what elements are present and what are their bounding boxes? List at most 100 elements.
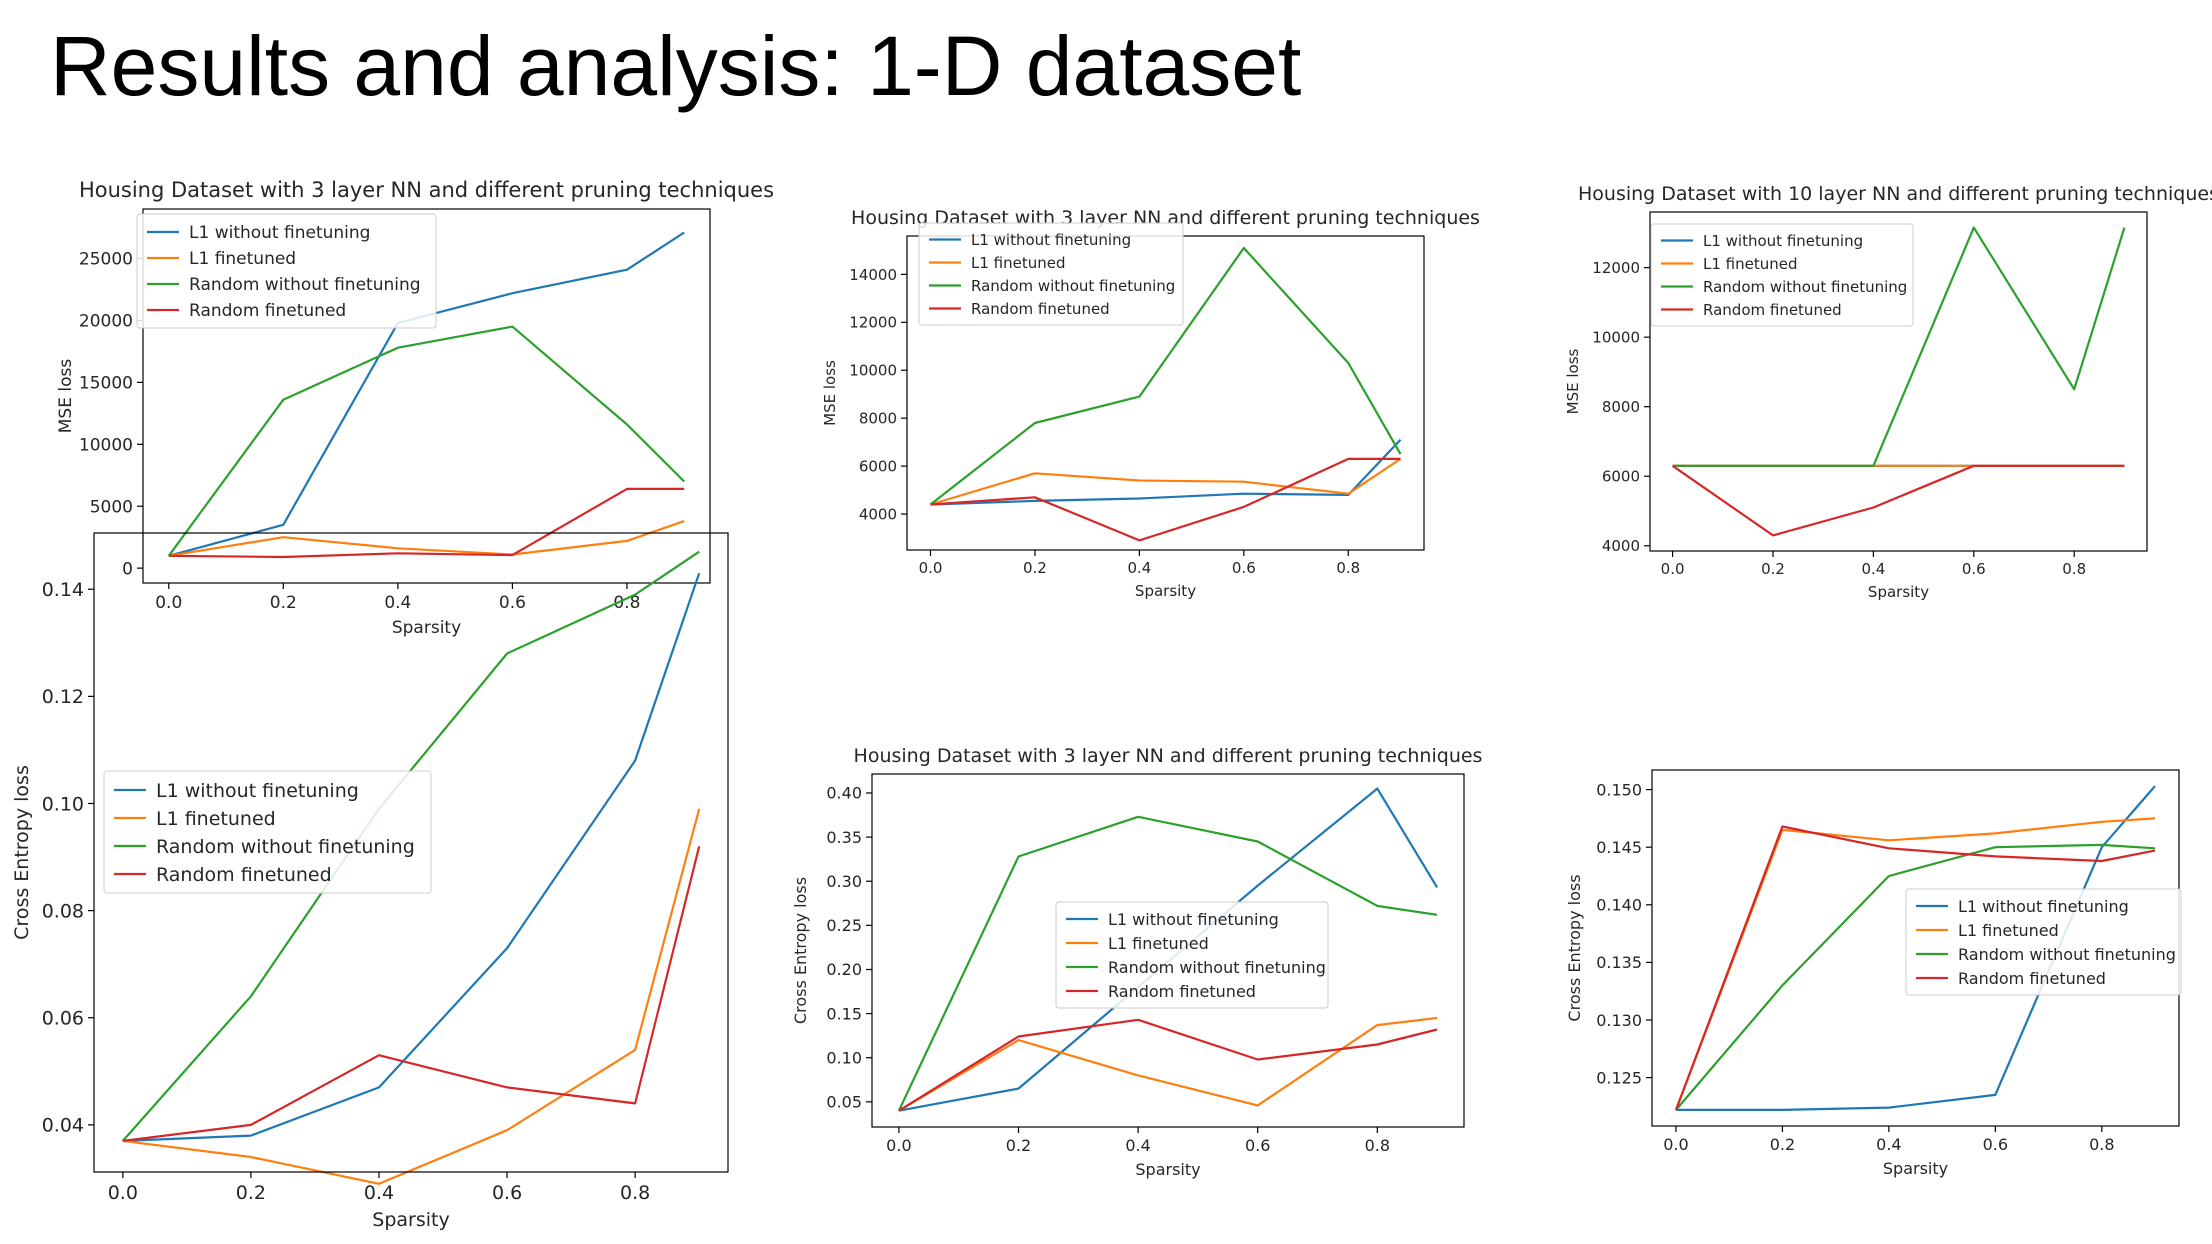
x-tick-label: 0.6	[1232, 559, 1256, 577]
y-tick-label: 10000	[1592, 329, 1640, 347]
y-tick-label: 25000	[79, 250, 133, 270]
legend-label-l1-finetuned: L1 finetuned	[156, 808, 276, 830]
x-axis-label: Sparsity	[392, 618, 461, 638]
legend-box	[136, 213, 437, 329]
x-axis-label: Sparsity	[1868, 583, 1929, 601]
legend-label-l1-finetuned: L1 finetuned	[189, 249, 296, 269]
chart-1: Housing Dataset with 3 layer NN and diff…	[56, 178, 774, 638]
plot-frame	[871, 773, 1465, 1128]
y-axis-label: MSE loss	[821, 360, 839, 426]
x-tick-label: 0.2	[1006, 1136, 1031, 1155]
y-axis-label: MSE loss	[56, 359, 76, 434]
chart-2: Housing Dataset with 3 layer NN and diff…	[821, 207, 1480, 600]
legend-label-l1-without-finetuning: L1 without finetuning	[189, 223, 370, 243]
x-axis-label: Sparsity	[1135, 582, 1196, 600]
series-line-l1-finetuned	[122, 808, 701, 1185]
y-tick-label: 0.20	[826, 960, 862, 979]
legend-label-l1-without-finetuning: L1 without finetuning	[156, 780, 359, 802]
x-tick-label: 0.6	[499, 593, 526, 613]
legend-label-l1-without-finetuning: L1 without finetuning	[971, 231, 1131, 249]
legend-label-l1-without-finetuning: L1 without finetuning	[1958, 897, 2129, 916]
chart-6: 0.0 0.2 0.4 0.6 0.8 0.125 0.130 0.135 0.140 0.145…	[1565, 769, 2182, 1178]
x-tick-label: 0.2	[236, 1182, 266, 1204]
legend-label-l1-without-finetuning: L1 without finetuning	[1703, 232, 1863, 250]
x-tick-label: 0.8	[613, 593, 640, 613]
y-tick-label: 4000	[1602, 537, 1640, 555]
legend-box	[103, 770, 432, 894]
legend: L1 without finetuning L1 finetuned Random …	[1650, 223, 1914, 327]
y-tick-label: 0.05	[826, 1093, 862, 1112]
y-tick-label: 0.135	[1596, 953, 1642, 972]
x-tick-label: 0.8	[620, 1182, 650, 1204]
y-tick-label: 0.130	[1596, 1011, 1642, 1030]
y-tick-label: 0.10	[42, 793, 84, 815]
legend-box	[918, 222, 1184, 326]
x-axis-label: Sparsity	[1135, 1160, 1200, 1179]
series-line-random-finetuned	[1671, 464, 2125, 537]
chart-5: Housing Dataset with 3 layer NN and diff…	[791, 745, 1482, 1179]
x-tick-label: 0.2	[1770, 1135, 1795, 1154]
x-axis-label: Sparsity	[372, 1209, 449, 1231]
x-tick-label: 0.4	[1125, 1136, 1150, 1155]
y-tick-label: 0.15	[826, 1004, 862, 1023]
legend-label-random-finetuned: Random finetuned	[156, 864, 332, 886]
y-tick-label: 0.145	[1596, 838, 1642, 857]
y-tick-label: 8000	[1602, 398, 1640, 416]
series-line-l1-without-finetuning	[930, 438, 1402, 506]
series-line-random-finetuned	[1674, 825, 2156, 1111]
series-line-random-finetuned	[168, 487, 685, 559]
legend-label-random-without-finetuning: Random without finetuning	[1108, 958, 1326, 977]
x-tick-label: 0.4	[1861, 560, 1885, 578]
legend-label-l1-finetuned: L1 finetuned	[1703, 255, 1798, 273]
y-tick-label: 0.35	[826, 828, 862, 847]
y-tick-label: 0.150	[1596, 780, 1642, 799]
chart-title: Housing Dataset with 10 layer NN and dif…	[1578, 183, 2212, 205]
legend-label-random-without-finetuning: Random without finetuning	[971, 277, 1175, 295]
chart-4: 0.0 0.2 0.4 0.6 0.8 0.04 0.06 0.08 0.10 0.12 0.14 S…	[11, 532, 729, 1231]
y-axis-label: Cross Entropy loss	[1565, 874, 1584, 1021]
y-tick-label: 15000	[79, 373, 133, 393]
legend-label-random-without-finetuning: Random without finetuning	[189, 275, 421, 295]
y-tick-label: 10000	[849, 362, 897, 380]
series-line-l1-without-finetuning	[1676, 785, 2156, 1112]
series-line-random-without-finetuning	[1675, 843, 2156, 1111]
x-tick-label: 0.6	[492, 1182, 522, 1204]
y-tick-label: 0.25	[826, 916, 862, 935]
series-line-l1-finetuned	[898, 1016, 1438, 1112]
legend: L1 without finetuning L1 finetuned Random …	[1905, 888, 2182, 996]
legend-label-random-without-finetuning: Random without finetuning	[1958, 945, 2176, 964]
x-tick-label: 0.8	[2062, 560, 2086, 578]
legend-label-random-finetuned: Random finetuned	[1703, 301, 1842, 319]
x-tick-label: 0.8	[2089, 1135, 2114, 1154]
series-line-random-without-finetuning	[121, 550, 700, 1142]
y-tick-label: 0.10	[826, 1048, 862, 1067]
x-tick-label: 0.6	[1983, 1135, 2008, 1154]
x-tick-label: 0.0	[1661, 560, 1685, 578]
legend-box	[1055, 901, 1329, 1009]
x-tick-label: 0.2	[1023, 559, 1047, 577]
y-tick-label: 5000	[90, 497, 133, 517]
slide-title: Results and analysis: 1-D dataset	[50, 19, 1302, 113]
series-line-l1-without-finetuning	[168, 231, 685, 557]
legend: L1 without finetuning L1 finetuned Random …	[136, 213, 437, 329]
legend: L1 without finetuning L1 finetuned Random …	[918, 222, 1184, 326]
legend-label-random-finetuned: Random finetuned	[1108, 982, 1256, 1001]
legend-box	[1650, 223, 1914, 327]
x-tick-label: 0.8	[1336, 559, 1360, 577]
y-tick-label: 0.14	[42, 579, 84, 601]
x-axis-label: Sparsity	[1883, 1159, 1948, 1178]
y-tick-label: 0.140	[1596, 896, 1642, 915]
legend-label-l1-finetuned: L1 finetuned	[1108, 934, 1209, 953]
y-tick-label: 0.30	[826, 872, 862, 891]
legend-label-random-without-finetuning: Random without finetuning	[1703, 278, 1907, 296]
legend-box	[1905, 888, 2182, 996]
series-line-l1-finetuned	[930, 457, 1402, 506]
legend-label-random-finetuned: Random finetuned	[1958, 969, 2106, 988]
legend-label-l1-finetuned: L1 finetuned	[1958, 921, 2059, 940]
legend-label-l1-finetuned: L1 finetuned	[971, 254, 1066, 272]
series-line-random-without-finetuning	[167, 325, 685, 557]
series-line-random-finetuned	[122, 846, 701, 1142]
legend: L1 without finetuning L1 finetuned Random …	[103, 770, 432, 894]
x-tick-label: 0.8	[1365, 1136, 1390, 1155]
